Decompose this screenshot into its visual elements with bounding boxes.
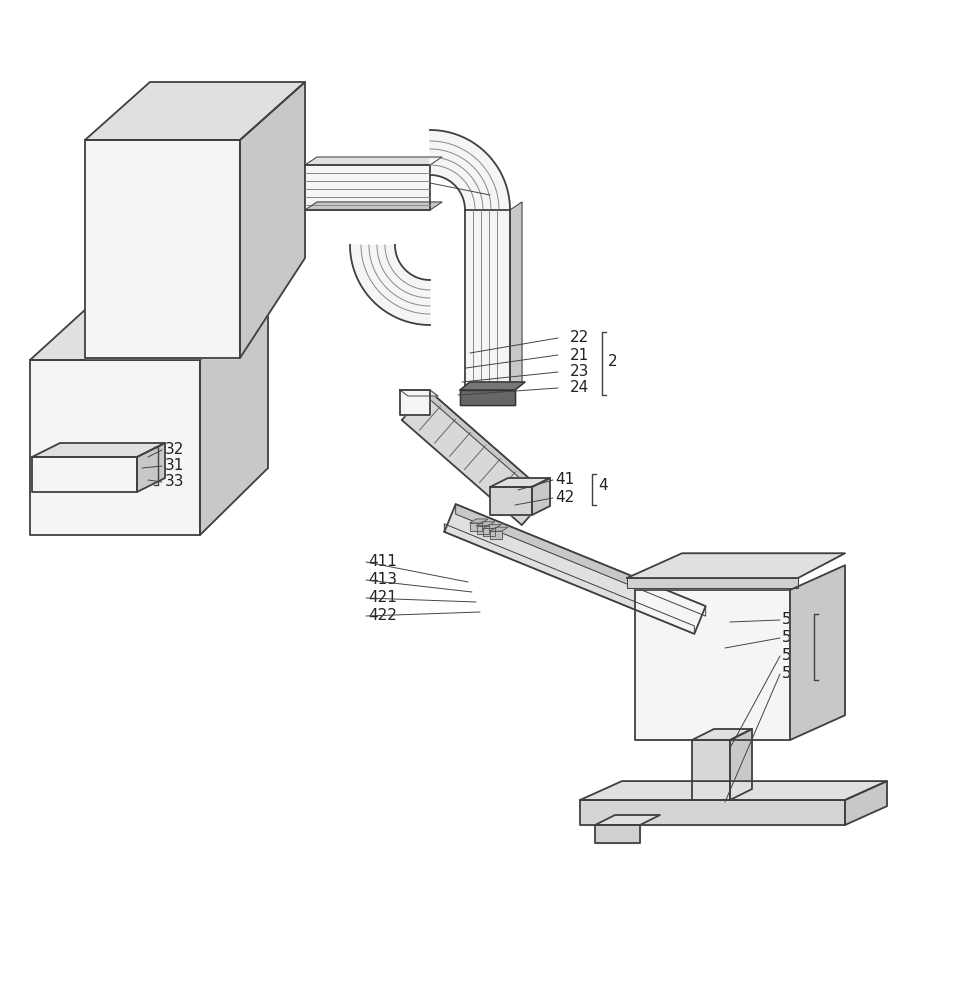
- Polygon shape: [483, 528, 495, 536]
- Text: 22: 22: [570, 330, 589, 346]
- Polygon shape: [595, 815, 660, 825]
- Polygon shape: [460, 390, 515, 405]
- Text: 5: 5: [820, 640, 829, 654]
- Polygon shape: [400, 390, 430, 415]
- Text: 421: 421: [368, 590, 396, 605]
- Polygon shape: [305, 202, 442, 210]
- Text: 422: 422: [368, 608, 396, 624]
- Text: 4: 4: [598, 478, 608, 492]
- Polygon shape: [85, 82, 305, 140]
- Polygon shape: [580, 781, 887, 800]
- Polygon shape: [32, 443, 165, 457]
- Polygon shape: [400, 390, 438, 396]
- Polygon shape: [627, 578, 798, 588]
- Polygon shape: [595, 825, 640, 843]
- Text: 53: 53: [782, 666, 802, 682]
- Text: 32: 32: [165, 442, 184, 458]
- Text: 1: 1: [500, 188, 510, 202]
- Polygon shape: [428, 390, 548, 503]
- Polygon shape: [460, 382, 525, 390]
- Text: 41: 41: [555, 473, 574, 488]
- Text: 413: 413: [368, 572, 397, 587]
- Text: 51: 51: [782, 631, 802, 646]
- Text: 3: 3: [112, 458, 122, 474]
- Polygon shape: [456, 504, 706, 616]
- Text: 411: 411: [368, 554, 396, 570]
- Polygon shape: [477, 526, 489, 534]
- Polygon shape: [477, 522, 494, 526]
- Polygon shape: [240, 82, 305, 358]
- Polygon shape: [845, 781, 887, 825]
- Text: 24: 24: [570, 380, 589, 395]
- Polygon shape: [510, 202, 522, 390]
- Polygon shape: [532, 478, 550, 515]
- Polygon shape: [580, 800, 845, 825]
- Polygon shape: [30, 360, 200, 535]
- Polygon shape: [305, 157, 442, 165]
- Text: 23: 23: [570, 364, 589, 379]
- Polygon shape: [470, 519, 488, 523]
- Text: 42: 42: [555, 490, 574, 506]
- Polygon shape: [305, 165, 430, 210]
- Polygon shape: [350, 245, 430, 325]
- Polygon shape: [490, 531, 502, 539]
- Polygon shape: [490, 487, 532, 515]
- Text: 33: 33: [165, 475, 184, 489]
- Polygon shape: [470, 523, 482, 531]
- Polygon shape: [402, 390, 548, 525]
- Polygon shape: [32, 457, 137, 492]
- Polygon shape: [465, 210, 510, 390]
- Polygon shape: [490, 527, 508, 531]
- Text: 31: 31: [165, 458, 184, 474]
- Polygon shape: [444, 504, 706, 634]
- Polygon shape: [692, 740, 730, 800]
- Polygon shape: [430, 130, 510, 210]
- Text: 54: 54: [782, 648, 802, 664]
- Text: 2: 2: [608, 355, 617, 369]
- Text: 21: 21: [570, 348, 589, 362]
- Polygon shape: [790, 565, 845, 740]
- Polygon shape: [730, 729, 752, 800]
- Polygon shape: [200, 298, 268, 535]
- Polygon shape: [137, 443, 165, 492]
- Polygon shape: [85, 140, 240, 358]
- Polygon shape: [483, 524, 501, 528]
- Text: 52: 52: [782, 612, 802, 628]
- Polygon shape: [490, 478, 550, 487]
- Polygon shape: [627, 553, 845, 578]
- Polygon shape: [30, 298, 268, 360]
- Polygon shape: [635, 590, 790, 740]
- Polygon shape: [692, 729, 752, 740]
- Polygon shape: [444, 524, 694, 634]
